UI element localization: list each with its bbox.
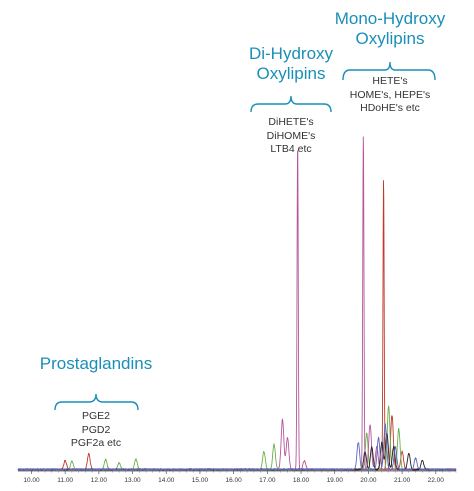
di-hydroxy-title-line-2: Oxylipins bbox=[256, 63, 326, 83]
x-tick-label: 12.00 bbox=[91, 477, 108, 484]
x-tick-label: 22.00 bbox=[428, 477, 445, 484]
mono-hydroxy-title-line-1: Mono-Hydroxy bbox=[334, 9, 446, 28]
mono-hydroxy-detail: HETE's HOME's, HEPE's HDoHE's etc bbox=[330, 75, 450, 116]
x-tick-label: 18.00 bbox=[293, 477, 310, 484]
di-hydroxy-title: Di-Hydroxy Oxylipins bbox=[226, 44, 356, 83]
di-hydroxy-detail: DiHETE's DiHOME's LTB4 etc bbox=[241, 116, 341, 157]
prostaglandins-title: Prostaglandins bbox=[26, 354, 166, 374]
di-hydroxy-detail-line-2: DiHOME's bbox=[266, 129, 316, 142]
chromatogram-trace-4 bbox=[17, 423, 457, 471]
x-tick-label: 16.00 bbox=[225, 477, 242, 484]
prostaglandins-bracket bbox=[54, 393, 139, 411]
mono-hydroxy-detail-line-2: HOME's, HEPE's bbox=[349, 88, 431, 101]
prostaglandins-title-line-1: Prostaglandins bbox=[39, 354, 153, 373]
di-hydroxy-title-line-1: Di-Hydroxy bbox=[248, 44, 334, 63]
prostaglandins-detail-line-3: PGF2a etc bbox=[70, 437, 122, 450]
x-tick-label: 10.00 bbox=[23, 477, 40, 484]
mono-hydroxy-bracket bbox=[342, 61, 436, 81]
x-tick-label: 15.00 bbox=[192, 477, 209, 484]
x-tick-label: 19.00 bbox=[327, 477, 344, 484]
x-axis-ticks: 10.00 11.00 12.00 13.00 14.00 15.00 16.00 17.00… bbox=[23, 471, 457, 484]
x-tick-label: 21.00 bbox=[394, 477, 411, 484]
mono-hydroxy-title: Mono-Hydroxy Oxylipins bbox=[320, 9, 460, 48]
prostaglandins-detail-line-2: PGD2 bbox=[81, 423, 111, 436]
mono-hydroxy-detail-line-3: HDoHE's etc bbox=[360, 102, 420, 115]
x-tick-label: 11.00 bbox=[57, 477, 73, 484]
x-tick-label: 17.00 bbox=[259, 477, 276, 484]
prostaglandins-detail: PGE2 PGD2 PGF2a etc bbox=[46, 410, 146, 451]
chromatogram-traces bbox=[17, 136, 457, 471]
di-hydroxy-bracket bbox=[250, 95, 332, 113]
prostaglandins-detail-line-1: PGE2 bbox=[81, 410, 110, 422]
mono-hydroxy-title-line-2: Oxylipins bbox=[355, 28, 425, 48]
x-tick-label: 14.00 bbox=[158, 477, 175, 484]
mono-hydroxy-detail-line-1: HETE's bbox=[372, 75, 408, 87]
di-hydroxy-detail-line-3: LTB4 etc bbox=[270, 143, 312, 156]
x-tick-label: 20.00 bbox=[360, 477, 377, 484]
di-hydroxy-detail-line-1: DiHETE's bbox=[268, 116, 314, 128]
x-tick-label: 13.00 bbox=[124, 477, 141, 484]
